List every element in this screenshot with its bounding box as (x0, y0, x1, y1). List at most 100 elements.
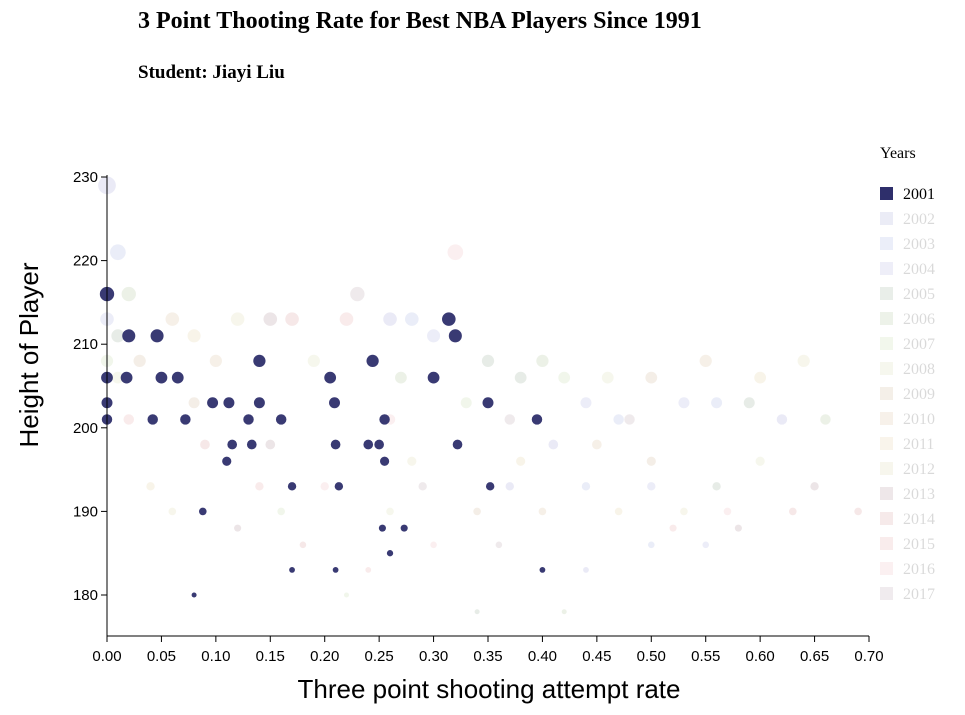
legend-item-2016[interactable]: 2016 (880, 561, 935, 578)
legend-item-2012[interactable]: 2012 (880, 461, 935, 478)
legend-item-2017[interactable]: 2017 (880, 586, 935, 603)
background-point (646, 456, 656, 466)
data-point-2001[interactable] (330, 439, 341, 450)
legend-swatch[interactable] (880, 587, 893, 600)
data-point-2001[interactable] (275, 414, 287, 425)
legend-item-2001[interactable]: 2001 (880, 186, 935, 203)
data-point-2001[interactable] (120, 371, 133, 384)
data-point-2001[interactable] (332, 567, 339, 573)
legend-item-2002[interactable]: 2002 (880, 211, 935, 228)
legend-label[interactable]: 2016 (903, 561, 935, 578)
legend-label[interactable]: 2010 (903, 411, 935, 428)
data-point-2001[interactable] (400, 524, 408, 532)
data-point-2001[interactable] (363, 439, 374, 450)
background-point (592, 439, 602, 450)
data-point-2001[interactable] (180, 414, 191, 425)
legend-label[interactable]: 2009 (903, 386, 935, 403)
legend-item-2009[interactable]: 2009 (880, 386, 935, 403)
legend-label[interactable]: 2014 (903, 511, 935, 528)
legend-item-2010[interactable]: 2010 (880, 411, 935, 428)
legend-label[interactable]: 2008 (903, 361, 935, 378)
background-point (427, 329, 441, 343)
legend-label[interactable]: 2011 (903, 436, 934, 453)
data-point-2001[interactable] (452, 439, 463, 450)
legend-label[interactable]: 2001 (903, 186, 935, 203)
legend-item-2004[interactable]: 2004 (880, 261, 935, 278)
data-point-2001[interactable] (329, 397, 341, 409)
legend-swatch[interactable] (880, 187, 893, 200)
data-point-2001[interactable] (334, 482, 344, 491)
legend-item-2003[interactable]: 2003 (880, 236, 935, 253)
legend-swatch[interactable] (880, 412, 893, 425)
legend-label[interactable]: 2017 (903, 586, 935, 603)
legend-item-2015[interactable]: 2015 (880, 536, 935, 553)
data-point-2001[interactable] (324, 371, 337, 384)
legend-swatch[interactable] (880, 237, 893, 250)
legend-label[interactable]: 2004 (903, 261, 935, 278)
legend-swatch[interactable] (880, 437, 893, 450)
legend-item-2008[interactable]: 2008 (880, 361, 935, 378)
legend-label[interactable]: 2012 (903, 461, 935, 478)
data-point-2001[interactable] (485, 482, 495, 491)
legend-swatch[interactable] (880, 462, 893, 475)
data-point-2001[interactable] (539, 567, 546, 573)
legend-swatch[interactable] (880, 487, 893, 500)
data-point-2001[interactable] (191, 592, 197, 598)
data-point-2001[interactable] (198, 507, 207, 516)
data-point-2001[interactable] (253, 397, 265, 409)
legend-swatch[interactable] (880, 512, 893, 525)
legend-label[interactable]: 2003 (903, 236, 935, 253)
data-point-2001[interactable] (448, 329, 462, 343)
data-point-2001[interactable] (531, 414, 543, 425)
background-point (165, 312, 180, 326)
data-point-2001[interactable] (427, 371, 440, 384)
data-point-2001[interactable] (227, 439, 238, 450)
data-point-2001[interactable] (379, 414, 390, 425)
data-point-2001[interactable] (253, 354, 266, 368)
data-point-2001[interactable] (246, 439, 257, 450)
legend-swatch[interactable] (880, 262, 893, 275)
legend-swatch[interactable] (880, 312, 893, 325)
legend-swatch[interactable] (880, 337, 893, 350)
data-point-2001[interactable] (289, 567, 295, 573)
data-point-2001[interactable] (482, 397, 494, 409)
legend-item-2007[interactable]: 2007 (880, 336, 935, 353)
legend-item-2013[interactable]: 2013 (880, 486, 935, 503)
data-point-2001[interactable] (442, 312, 456, 326)
background-point (200, 439, 210, 450)
legend-swatch[interactable] (880, 362, 893, 375)
legend-label[interactable]: 2006 (903, 311, 935, 328)
legend-label[interactable]: 2002 (903, 211, 935, 228)
legend-label[interactable]: 2015 (903, 536, 935, 553)
data-point-2001[interactable] (386, 550, 394, 557)
data-point-2001[interactable] (287, 482, 297, 491)
legend-item-2005[interactable]: 2005 (880, 286, 935, 303)
legend-item-2014[interactable]: 2014 (880, 511, 935, 528)
background-point (277, 507, 285, 516)
legend-label[interactable]: 2007 (903, 336, 935, 353)
legend-item-2011[interactable]: 2011 (880, 436, 934, 453)
data-point-2001[interactable] (150, 329, 164, 343)
legend-label[interactable]: 2005 (903, 286, 935, 303)
legend-item-2006[interactable]: 2006 (880, 311, 935, 328)
data-point-2001[interactable] (171, 371, 184, 384)
data-point-2001[interactable] (366, 354, 379, 368)
legend-label[interactable]: 2013 (903, 486, 935, 503)
data-point-2001[interactable] (380, 456, 390, 466)
data-point-2001[interactable] (155, 371, 168, 384)
data-point-2001[interactable] (378, 524, 386, 532)
data-point-2001[interactable] (243, 414, 254, 425)
legend-swatch[interactable] (880, 537, 893, 550)
data-point-2001[interactable] (207, 397, 219, 409)
legend-swatch[interactable] (880, 287, 893, 300)
legend-swatch[interactable] (880, 387, 893, 400)
legend-swatch[interactable] (880, 562, 893, 575)
data-point-2001[interactable] (223, 397, 235, 409)
legend-swatch[interactable] (880, 212, 893, 225)
data-point-2001[interactable] (222, 456, 232, 466)
chart-subtitle: Student: Jiayi Liu (138, 62, 285, 83)
data-point-2001[interactable] (122, 329, 136, 343)
data-point-2001[interactable] (147, 414, 158, 425)
background-point (110, 244, 126, 261)
data-point-2001[interactable] (374, 439, 384, 450)
